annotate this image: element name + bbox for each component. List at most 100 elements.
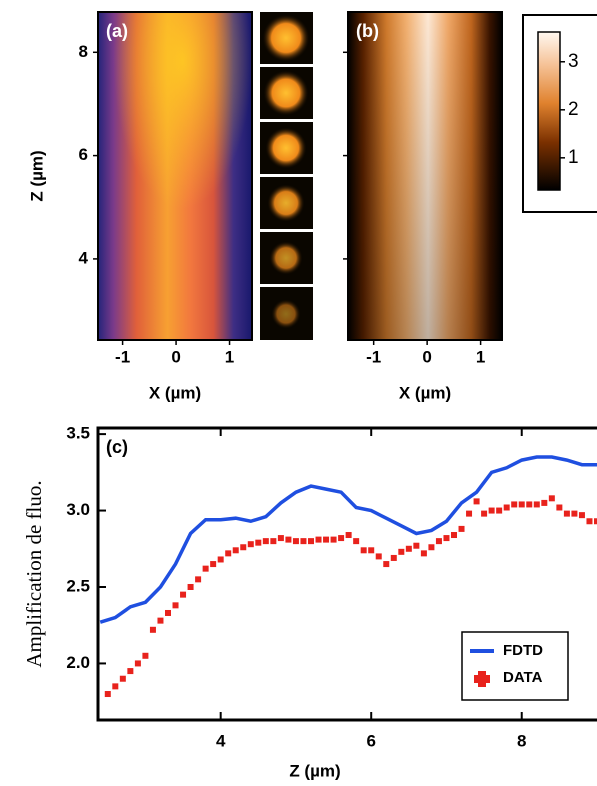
data-marker (443, 535, 450, 542)
data-marker (563, 510, 570, 517)
y-tick-label: 2.0 (66, 653, 90, 672)
x-axis-label: Z (µm) (289, 761, 340, 780)
data-marker (285, 536, 292, 543)
x-tick-label: 0 (422, 347, 431, 366)
data-marker (180, 591, 187, 598)
data-marker (345, 532, 352, 539)
data-marker (383, 561, 390, 568)
data-marker (541, 499, 548, 506)
data-marker (157, 617, 164, 624)
data-marker (533, 501, 540, 508)
colorbar-tick-label: 3 (568, 51, 579, 72)
legend-box (461, 631, 569, 701)
spot (265, 127, 307, 169)
data-marker (300, 538, 307, 545)
x-tick-label: 0 (171, 347, 180, 366)
data-marker (518, 501, 525, 508)
x-tick-label: 8 (517, 731, 526, 750)
data-marker (556, 504, 563, 511)
data-marker (134, 660, 141, 667)
spot (267, 184, 305, 222)
x-tick-label: -1 (366, 347, 381, 366)
spot (263, 70, 309, 116)
data-marker (164, 609, 171, 616)
data-marker (398, 548, 405, 555)
data-marker (247, 541, 254, 548)
x-axis-label: X (µm) (149, 383, 201, 402)
data-marker (262, 538, 269, 545)
data-marker (202, 565, 209, 572)
data-marker (315, 536, 322, 543)
data-marker (390, 554, 397, 561)
data-marker (112, 683, 119, 690)
data-marker (526, 501, 533, 508)
y-tick-label: 2.5 (66, 576, 90, 595)
y-tick-label: 8 (79, 42, 88, 61)
data-marker (217, 556, 224, 563)
data-marker (450, 532, 457, 539)
data-marker (375, 553, 382, 560)
legend-marker (474, 671, 490, 687)
y-tick-label: 4 (79, 248, 89, 267)
panel-label: (a) (106, 21, 128, 41)
frame (347, 11, 503, 341)
data-marker (330, 536, 337, 543)
y-tick-label: 6 (79, 145, 88, 164)
data-marker (210, 561, 217, 568)
spot (262, 14, 310, 62)
data-marker (428, 544, 435, 551)
data-marker (187, 583, 194, 590)
frame (97, 11, 253, 341)
spot (271, 299, 301, 329)
data-marker (548, 495, 555, 502)
data-marker (458, 525, 465, 532)
thumbnails (260, 12, 313, 340)
x-tick-label: 1 (225, 347, 234, 366)
x-tick-label: 1 (476, 347, 485, 366)
data-marker (277, 535, 284, 542)
data-marker (232, 547, 239, 554)
data-marker (496, 507, 503, 514)
y-axis-label: Z (µm) (27, 150, 46, 201)
data-marker (368, 547, 375, 554)
data-marker (292, 538, 299, 545)
data-marker (323, 536, 330, 543)
legend-label: DATA (503, 669, 543, 686)
data-marker (481, 510, 488, 517)
data-marker (405, 545, 412, 552)
y-tick-label: 3.5 (66, 424, 90, 443)
data-marker (225, 550, 232, 557)
data-marker (307, 538, 314, 545)
thumb-bg (260, 12, 313, 340)
data-marker (172, 602, 179, 609)
panel-label: (c) (106, 437, 128, 457)
data-marker (511, 501, 518, 508)
data-marker (270, 538, 277, 545)
data-marker (420, 550, 427, 557)
data-marker (149, 626, 156, 633)
data-marker (586, 518, 593, 525)
data-marker (594, 518, 597, 525)
data-marker (119, 675, 126, 682)
data-marker (578, 512, 585, 519)
x-tick-label: 4 (216, 731, 226, 750)
data-marker (503, 504, 510, 511)
data-marker (353, 538, 360, 545)
y-axis-label: Amplification de fluo. (22, 480, 46, 667)
x-tick-label: 6 (366, 731, 375, 750)
data-marker (240, 544, 247, 551)
data-marker (413, 542, 420, 549)
data-marker (435, 538, 442, 545)
data-marker (255, 539, 262, 546)
data-marker (488, 507, 495, 514)
data-marker (473, 498, 480, 505)
spot (269, 241, 303, 275)
x-tick-label: -1 (115, 347, 130, 366)
data-marker (360, 547, 367, 554)
data-marker (338, 535, 345, 542)
fdtd-line (99, 455, 597, 624)
data-marker (104, 691, 111, 698)
colorbar-tick-label: 2 (568, 99, 579, 120)
image-a-overlay (98, 12, 252, 340)
